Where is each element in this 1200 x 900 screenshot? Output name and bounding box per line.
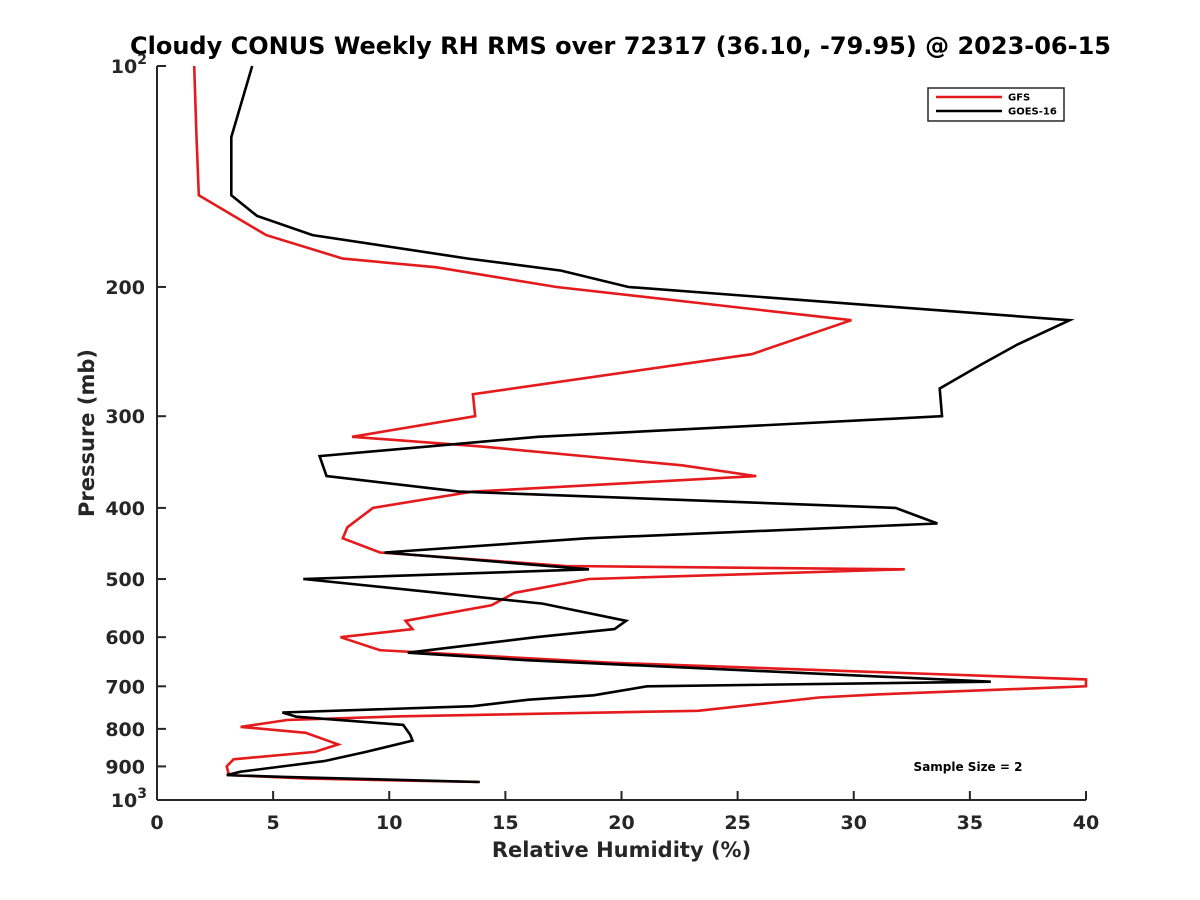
- ticks-layer: 0 5 10 15 20 25 30 35 40 102 200 300 400 500 600 700 800…: [105, 52, 1099, 834]
- x-tick-label: 40: [1073, 812, 1099, 834]
- y-tick-label: 102: [111, 52, 147, 78]
- x-tick-label: 30: [841, 812, 867, 834]
- y-tick-label: 500: [105, 569, 145, 591]
- x-tick-label: 0: [150, 812, 163, 834]
- legend: GFS GOES-16: [927, 87, 1065, 122]
- legend-label: GOES-16: [1008, 107, 1057, 118]
- legend-box: [927, 87, 1065, 122]
- series-line-goes-16: [226, 65, 1075, 784]
- y-tick-label: 400: [105, 498, 145, 520]
- y-axis-label: Pressure (mb): [75, 349, 99, 517]
- x-tick-label: 15: [492, 812, 518, 834]
- y-tick-label: 700: [105, 676, 145, 698]
- sample-size-annotation: Sample Size = 2: [914, 760, 1023, 774]
- y-tick-label: 300: [105, 406, 145, 428]
- y-tick-label: 800: [105, 719, 145, 741]
- x-tick-label: 20: [608, 812, 634, 834]
- y-tick-label: 600: [105, 627, 145, 649]
- x-tick-label: 5: [267, 812, 280, 834]
- legend-label: GFS: [1008, 93, 1030, 104]
- x-tick-label: 10: [376, 812, 402, 834]
- series-layer: [192, 65, 1088, 784]
- y-tick-label: 900: [105, 756, 145, 778]
- chart-title: Cloudy CONUS Weekly RH RMS over 72317 (3…: [130, 32, 1111, 60]
- x-tick-label: 25: [724, 812, 750, 834]
- y-tick-label: 200: [105, 277, 145, 299]
- x-axis-label: Relative Humidity (%): [492, 838, 751, 862]
- x-tick-label: 35: [957, 812, 983, 834]
- y-tick-label: 103: [111, 786, 147, 812]
- series-line-gfs: [192, 65, 1088, 784]
